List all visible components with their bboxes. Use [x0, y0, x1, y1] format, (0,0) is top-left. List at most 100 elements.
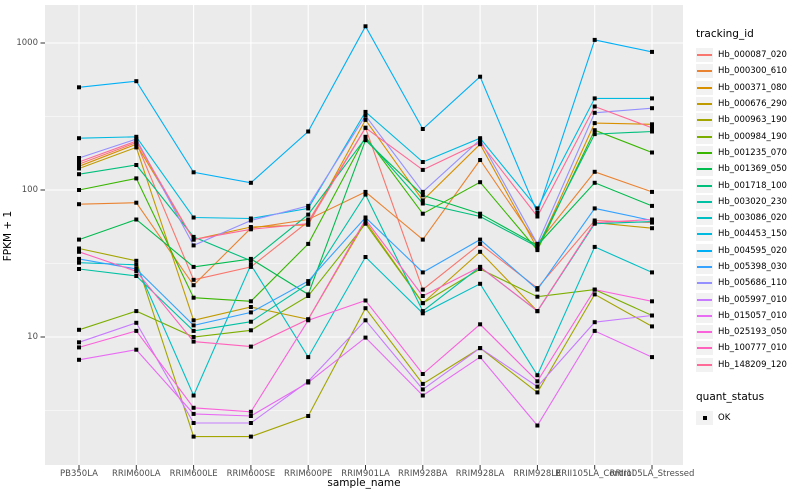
data-point: [535, 423, 540, 428]
data-point: [248, 310, 253, 315]
data-point: [134, 217, 139, 222]
legend-title: tracking_id: [696, 28, 754, 40]
y-tick-label: 10: [27, 331, 38, 342]
data-point: [478, 74, 483, 79]
series-color-line-icon: [697, 347, 712, 350]
data-point: [77, 166, 81, 171]
data-point: [650, 125, 654, 130]
data-point: [134, 200, 139, 205]
data-point: [478, 180, 483, 185]
series-color-line-icon: [697, 54, 712, 57]
data-point: [77, 160, 81, 164]
legend-item-label: Hb_004595_020: [718, 245, 787, 256]
legend-item-label: Hb_000676_290: [718, 99, 787, 110]
data-point: [478, 237, 483, 242]
legend-key: [696, 48, 713, 63]
legend-key: [696, 325, 713, 340]
series-color-line-icon: [697, 217, 712, 220]
legend-item-label: Hb_005398_030: [718, 262, 787, 272]
data-point: [420, 287, 425, 292]
data-point: [478, 137, 483, 142]
data-point: [535, 384, 540, 389]
data-point: [535, 248, 540, 253]
data-point: [248, 305, 253, 309]
data-point: [420, 198, 425, 203]
legend-key: [696, 292, 713, 307]
series-color-line-icon: [697, 103, 712, 106]
data-point: [592, 218, 597, 223]
data-point: [535, 214, 540, 219]
legend-key: [696, 113, 713, 128]
x-tick-label: RRIM928LE: [513, 469, 562, 479]
panel-background: [45, 5, 683, 465]
legend-key: [696, 80, 713, 95]
legend-item: Hb_000300_610: [696, 63, 800, 79]
data-point: [650, 355, 654, 360]
x-tick-label: RRIM600LA: [111, 469, 161, 479]
data-point: [650, 96, 654, 101]
data-point: [592, 128, 597, 133]
legend-item: Hb_004453_150: [696, 226, 800, 242]
data-point: [191, 295, 196, 300]
data-point: [248, 328, 253, 333]
data-point: [77, 164, 81, 169]
data-point: [77, 267, 81, 271]
data-point: [134, 347, 139, 352]
data-point: [592, 110, 597, 115]
data-point: [191, 323, 196, 328]
data-point: [191, 264, 196, 269]
data-point: [420, 167, 425, 172]
data-point: [248, 262, 253, 267]
data-point: [420, 294, 425, 298]
data-point: [650, 270, 654, 275]
data-point: [535, 287, 540, 292]
series-color-line-icon: [697, 119, 712, 122]
legend-item: Hb_001718_100: [696, 177, 800, 193]
data-point: [420, 270, 425, 275]
data-point: [650, 324, 654, 329]
legend-item-label: Hb_001235_070: [718, 147, 787, 158]
data-point: [306, 129, 311, 134]
data-point: [191, 170, 196, 175]
data-point: [650, 226, 654, 231]
data-point: [306, 281, 311, 286]
legend-item-label: Hb_000371_080: [718, 82, 787, 93]
data-point: [363, 219, 368, 224]
data-point: [420, 372, 425, 376]
legend-item: Hb_000984_190: [696, 128, 800, 144]
x-tick-label: RRIM600LE: [169, 469, 218, 479]
data-point: [363, 221, 368, 226]
legend-item: Hb_000371_080: [696, 80, 800, 96]
data-point: [191, 237, 196, 242]
legend-key: [696, 145, 713, 160]
legend-item-label: Hb_015057_010: [718, 310, 787, 321]
data-point: [535, 294, 540, 299]
data-point: [535, 309, 540, 314]
data-point: [420, 193, 425, 198]
legend-item: Hb_025193_050: [696, 324, 800, 340]
data-point: [363, 136, 368, 141]
data-point: [420, 237, 425, 242]
data-point: [248, 434, 253, 439]
data-point: [191, 318, 196, 323]
y-tick-label: 100: [21, 184, 38, 195]
series-color-line-icon: [697, 151, 712, 154]
x-tick-label: RRII105LA_Stressed: [609, 469, 695, 479]
legend-key: [696, 260, 713, 274]
legend-item-label: Hb_001718_100: [718, 180, 787, 191]
data-point: [420, 387, 425, 392]
data-point: [191, 434, 196, 439]
data-point: [248, 344, 253, 349]
data-point: [592, 292, 597, 297]
legend-item: Hb_015057_010: [696, 308, 800, 324]
data-point: [363, 192, 368, 197]
data-point: [592, 96, 597, 101]
data-point: [535, 373, 540, 378]
series-color-line-icon: [697, 200, 712, 203]
legend-key: [696, 178, 713, 193]
legend-item: Hb_005398_030: [696, 259, 800, 275]
data-point: [306, 212, 311, 217]
data-point: [363, 318, 368, 323]
data-point: [77, 172, 81, 177]
